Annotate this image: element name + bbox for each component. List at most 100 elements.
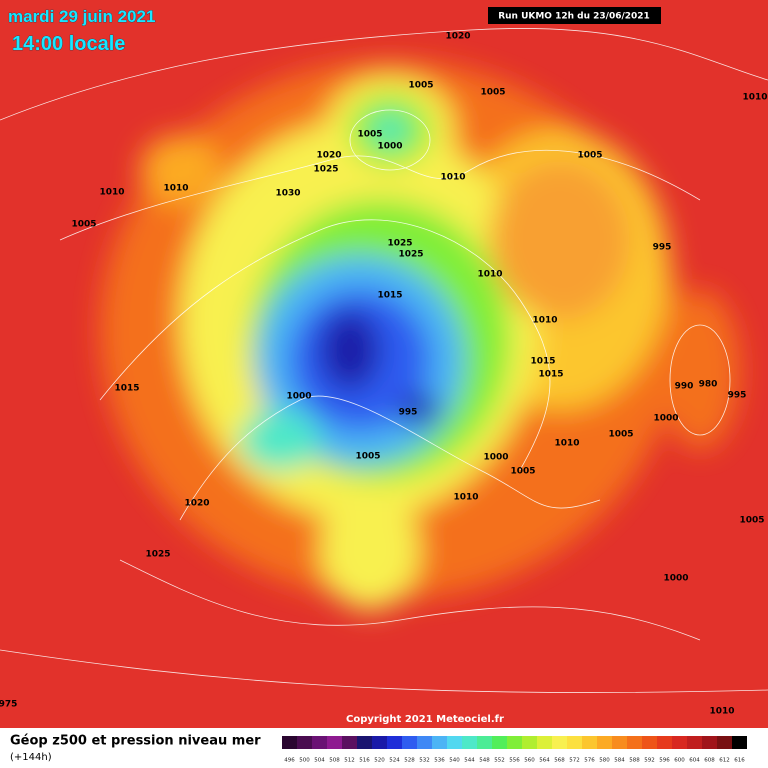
pressure-label: 1015 <box>530 357 555 367</box>
legend-swatch <box>672 736 687 749</box>
legend-value: 568 <box>554 758 565 764</box>
pressure-label: 995 <box>399 408 418 418</box>
pressure-label: 1010 <box>453 493 478 503</box>
legend-swatch <box>417 736 432 749</box>
pressure-label: 995 <box>728 391 747 401</box>
pressure-label: 1000 <box>286 392 311 402</box>
legend-value: 544 <box>464 758 475 764</box>
pressure-label: 1020 <box>445 32 470 42</box>
legend-value: 604 <box>689 758 700 764</box>
pressure-label: 1020 <box>184 499 209 509</box>
legend-value: 584 <box>614 758 625 764</box>
pressure-label: 1005 <box>355 452 380 462</box>
legend-value: 536 <box>434 758 445 764</box>
pressure-label: 1030 <box>275 189 300 199</box>
pressure-label: 1010 <box>440 173 465 183</box>
legend-value: 516 <box>359 758 370 764</box>
isobars <box>0 28 768 694</box>
pressure-label: 1005 <box>577 151 602 161</box>
legend-value: 532 <box>419 758 430 764</box>
z500-field <box>100 60 740 610</box>
pressure-label: 1025 <box>313 165 338 175</box>
pressure-label: 1025 <box>387 239 412 249</box>
legend-value: 524 <box>389 758 400 764</box>
legend-scale: 496 500 504 508 512 516 520 524 528 532 536 540 544 5… <box>282 736 747 764</box>
run-label: Run UKMO 12h du 23/06/2021 <box>498 12 650 22</box>
legend-swatch <box>687 736 702 749</box>
legend-swatch <box>612 736 627 749</box>
pressure-label: 1015 <box>538 370 563 380</box>
pressure-label: 1005 <box>357 130 382 140</box>
legend-value: 548 <box>479 758 490 764</box>
legend-swatch <box>522 736 537 749</box>
pressure-label: 1005 <box>71 220 96 230</box>
pressure-label: 1005 <box>510 467 535 477</box>
legend-value: 560 <box>524 758 535 764</box>
legend-subtitle: (+144h) <box>10 752 52 763</box>
pressure-label: 980 <box>699 380 718 390</box>
legend-value: 600 <box>674 758 685 764</box>
pressure-label: 1000 <box>663 574 688 584</box>
legend-value: 608 <box>704 758 715 764</box>
legend-value: 616 <box>734 758 745 764</box>
legend-swatch <box>387 736 402 749</box>
legend-swatch <box>582 736 597 749</box>
legend-swatch <box>447 736 462 749</box>
legend-value: 500 <box>299 758 310 764</box>
pressure-label: 1000 <box>377 142 402 152</box>
time-title: 14:00 locale <box>12 33 125 55</box>
legend-swatch <box>327 736 342 749</box>
legend-swatch <box>492 736 507 749</box>
legend-swatch <box>297 736 312 749</box>
legend-swatch <box>357 736 372 749</box>
legend-swatch <box>567 736 582 749</box>
legend-value: 556 <box>509 758 520 764</box>
legend-swatch <box>507 736 522 749</box>
pressure-label: 1015 <box>377 291 402 301</box>
legend-swatch <box>717 736 732 749</box>
legend-swatch <box>642 736 657 749</box>
pressure-label: 1010 <box>532 316 557 326</box>
legend-value: 576 <box>584 758 595 764</box>
copyright: Copyright 2021 Meteociel.fr <box>346 714 504 725</box>
legend-swatch <box>432 736 447 749</box>
pressure-label: 1010 <box>163 184 188 194</box>
legend-value: 508 <box>329 758 340 764</box>
legend-value: 580 <box>599 758 610 764</box>
pressure-label: 1025 <box>398 250 423 260</box>
legend-value: 520 <box>374 758 385 764</box>
legend-swatch <box>702 736 717 749</box>
legend-value: 512 <box>344 758 355 764</box>
pressure-label: 1010 <box>554 439 579 449</box>
pressure-label: 1005 <box>408 81 433 91</box>
pressure-label: 1010 <box>477 270 502 280</box>
date-title: mardi 29 juin 2021 <box>8 7 155 26</box>
legend-value: 588 <box>629 758 640 764</box>
pressure-label: 1005 <box>739 516 764 526</box>
pressure-label: 995 <box>653 243 672 253</box>
legend-title: Géop z500 et pression niveau mer <box>10 734 261 749</box>
pressure-label: 1000 <box>483 453 508 463</box>
legend-value: 528 <box>404 758 415 764</box>
legend-value: 564 <box>539 758 550 764</box>
legend-swatch <box>657 736 672 749</box>
legend-value: 540 <box>449 758 460 764</box>
legend-swatch <box>732 736 747 749</box>
pressure-label: 1000 <box>653 414 678 424</box>
pressure-label: 1010 <box>99 188 124 198</box>
legend-swatch <box>597 736 612 749</box>
legend-value: 504 <box>314 758 325 764</box>
legend-value: 496 <box>284 758 295 764</box>
legend-value: 596 <box>659 758 670 764</box>
pressure-label: 990 <box>675 382 694 392</box>
pressure-label: 1005 <box>608 430 633 440</box>
run-box <box>488 7 661 24</box>
pressure-label: 975 <box>0 700 17 710</box>
pressure-label: 1005 <box>480 88 505 98</box>
legend-value: 612 <box>719 758 730 764</box>
legend-swatch <box>462 736 477 749</box>
pressure-label: 1015 <box>114 384 139 394</box>
